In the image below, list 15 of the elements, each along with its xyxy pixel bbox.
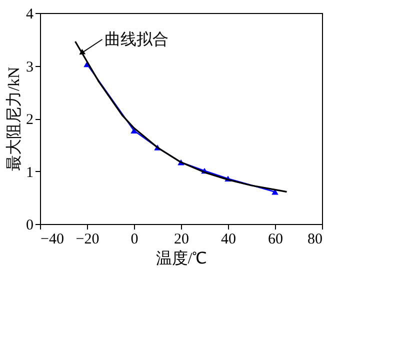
x-tick-label: 0	[130, 232, 138, 248]
y-tick-label: 1	[26, 164, 34, 181]
y-tick-label: 2	[26, 112, 34, 128]
y-tick-label: 0	[26, 218, 34, 234]
x-tick-label: 80	[308, 232, 322, 248]
x-axis-title: 温度/℃	[156, 250, 208, 268]
x-tick-label: 40	[221, 232, 236, 248]
x-tick-label: −40	[40, 232, 64, 248]
y-tick-label: 4	[26, 6, 34, 22]
x-tick-label: 60	[268, 232, 283, 248]
x-tick-label: 20	[174, 232, 189, 248]
x-tick-label: −20	[76, 232, 100, 248]
y-tick-label: 3	[26, 59, 34, 76]
y-axis-title: 最大阻尼力/kN	[5, 66, 23, 171]
annotation: 曲线拟合	[104, 30, 168, 48]
